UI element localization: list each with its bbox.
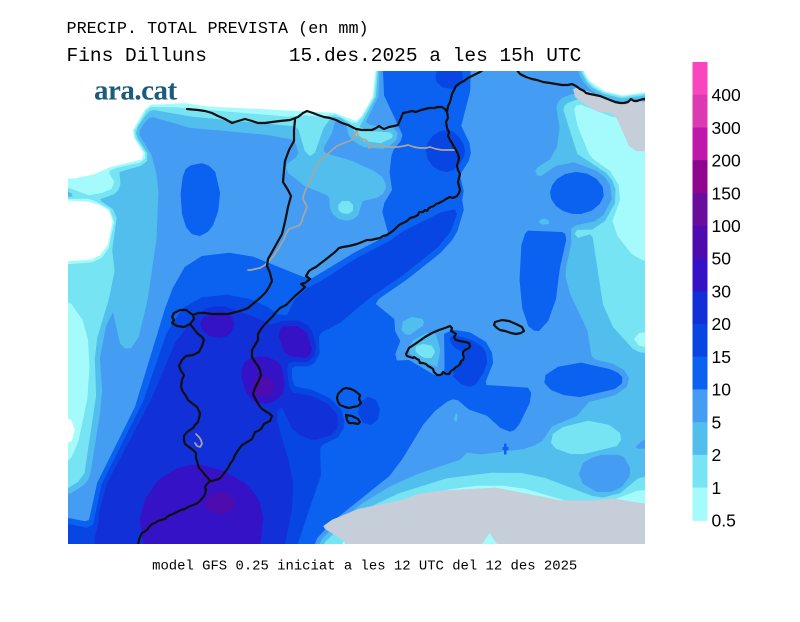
svg-text:200: 200 (712, 151, 741, 171)
svg-text:Fins Dilluns 15.des.2025: Fins Dilluns 15.des.2025 a les 15h UTC (67, 45, 582, 67)
svg-text:1: 1 (712, 478, 722, 498)
svg-text:5: 5 (712, 412, 722, 432)
svg-text:ara.cat: ara.cat (94, 75, 177, 107)
svg-text:15: 15 (712, 347, 731, 367)
svg-text:150: 150 (712, 183, 741, 203)
svg-text:2: 2 (712, 445, 722, 465)
svg-text:PRECIP. TOTAL PREVISTA (en mm): PRECIP. TOTAL PREVISTA (en mm) (67, 20, 369, 39)
svg-text:50: 50 (712, 249, 732, 269)
svg-text:20: 20 (712, 314, 732, 334)
svg-text:300: 300 (712, 118, 741, 138)
svg-text:400: 400 (712, 85, 741, 105)
svg-text:0.5: 0.5 (712, 511, 736, 531)
svg-text:30: 30 (712, 282, 732, 302)
svg-text:100: 100 (712, 216, 741, 236)
svg-text:model GFS 0.25 iniciat a les 1: model GFS 0.25 iniciat a les 12 UTC del … (152, 559, 577, 575)
svg-text:10: 10 (712, 380, 732, 400)
